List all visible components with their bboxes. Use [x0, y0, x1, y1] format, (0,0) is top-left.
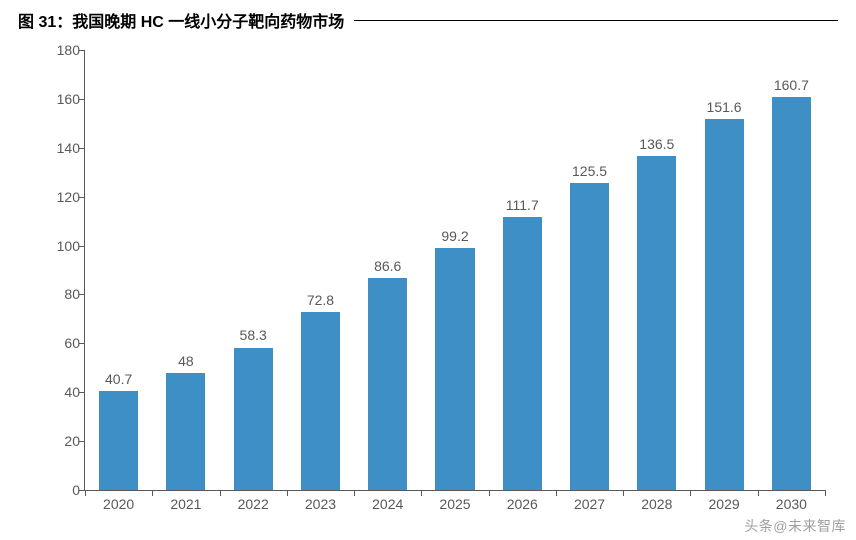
- y-tick-label: 140: [40, 140, 80, 156]
- y-tick-label: 0: [40, 482, 80, 498]
- bar-value-label: 40.7: [105, 371, 132, 387]
- x-tick-label: 2027: [574, 496, 605, 512]
- x-tick-label: 2025: [439, 496, 470, 512]
- bar: [705, 119, 744, 490]
- bar: [772, 97, 811, 490]
- bar-chart: 40.7 48 58.3 72.8 86.6 99.2 111.7 125.5 136.5 151…: [30, 40, 840, 530]
- y-tick-mark: [79, 392, 85, 393]
- y-tick-label: 80: [40, 286, 80, 302]
- bar-value-label: 125.5: [572, 163, 607, 179]
- x-tick-label: 2028: [641, 496, 672, 512]
- y-tick-label: 120: [40, 189, 80, 205]
- figure-title-text: 我国晚期 HC 一线小分子靶向药物市场: [72, 8, 344, 32]
- x-tick-mark: [690, 490, 691, 496]
- bar-value-label: 151.6: [707, 99, 742, 115]
- x-tick-label: 2021: [170, 496, 201, 512]
- page: 图 31： 我国晚期 HC 一线小分子靶向药物市场 40.7 48 58.3 72.8…: [0, 0, 856, 540]
- bar: [637, 156, 676, 490]
- y-tick-label: 60: [40, 335, 80, 351]
- y-tick-label: 100: [40, 238, 80, 254]
- y-tick-mark: [79, 246, 85, 247]
- bar: [368, 278, 407, 490]
- bar-value-label: 99.2: [441, 228, 468, 244]
- x-tick-mark: [152, 490, 153, 496]
- bar-value-label: 111.7: [506, 197, 539, 213]
- figure-number: 图 31：: [18, 8, 72, 32]
- x-tick-label: 2022: [238, 496, 269, 512]
- x-tick-mark: [489, 490, 490, 496]
- x-tick-label: 2026: [507, 496, 538, 512]
- x-tick-mark: [556, 490, 557, 496]
- x-tick-mark: [354, 490, 355, 496]
- y-tick-mark: [79, 99, 85, 100]
- x-tick-label: 2023: [305, 496, 336, 512]
- x-tick-label: 2030: [776, 496, 807, 512]
- figure-title: 图 31： 我国晚期 HC 一线小分子靶向药物市场: [18, 8, 838, 32]
- bar: [570, 183, 609, 490]
- bar-value-label: 48: [178, 353, 194, 369]
- bar-value-label: 160.7: [774, 77, 809, 93]
- plot-area: 40.7 48 58.3 72.8 86.6 99.2 111.7 125.5 136.5 151…: [85, 50, 825, 490]
- x-tick-label: 2020: [103, 496, 134, 512]
- bar-value-label: 136.5: [639, 136, 674, 152]
- bar: [166, 373, 205, 490]
- y-tick-mark: [79, 441, 85, 442]
- y-tick-mark: [79, 148, 85, 149]
- watermark: 头条@未来智库: [744, 516, 846, 536]
- x-tick-label: 2024: [372, 496, 403, 512]
- bar: [435, 248, 474, 490]
- bar: [301, 312, 340, 490]
- bar: [99, 391, 138, 490]
- x-axis: [85, 490, 825, 491]
- x-tick-mark: [287, 490, 288, 496]
- x-tick-mark: [220, 490, 221, 496]
- y-tick-label: 20: [40, 433, 80, 449]
- x-tick-mark: [623, 490, 624, 496]
- y-tick-mark: [79, 294, 85, 295]
- bar-value-label: 72.8: [307, 292, 334, 308]
- x-tick-label: 2029: [709, 496, 740, 512]
- y-tick-label: 40: [40, 384, 80, 400]
- y-tick-mark: [79, 50, 85, 51]
- x-tick-mark: [85, 490, 86, 496]
- y-tick-mark: [79, 197, 85, 198]
- y-tick-label: 180: [40, 42, 80, 58]
- x-tick-mark: [825, 490, 826, 496]
- bar: [234, 348, 273, 491]
- x-tick-mark: [758, 490, 759, 496]
- bar-value-label: 58.3: [240, 327, 267, 343]
- bar-value-label: 86.6: [374, 258, 401, 274]
- bar: [503, 217, 542, 490]
- x-tick-mark: [421, 490, 422, 496]
- y-tick-mark: [79, 343, 85, 344]
- title-rule: [354, 20, 838, 21]
- y-tick-label: 160: [40, 91, 80, 107]
